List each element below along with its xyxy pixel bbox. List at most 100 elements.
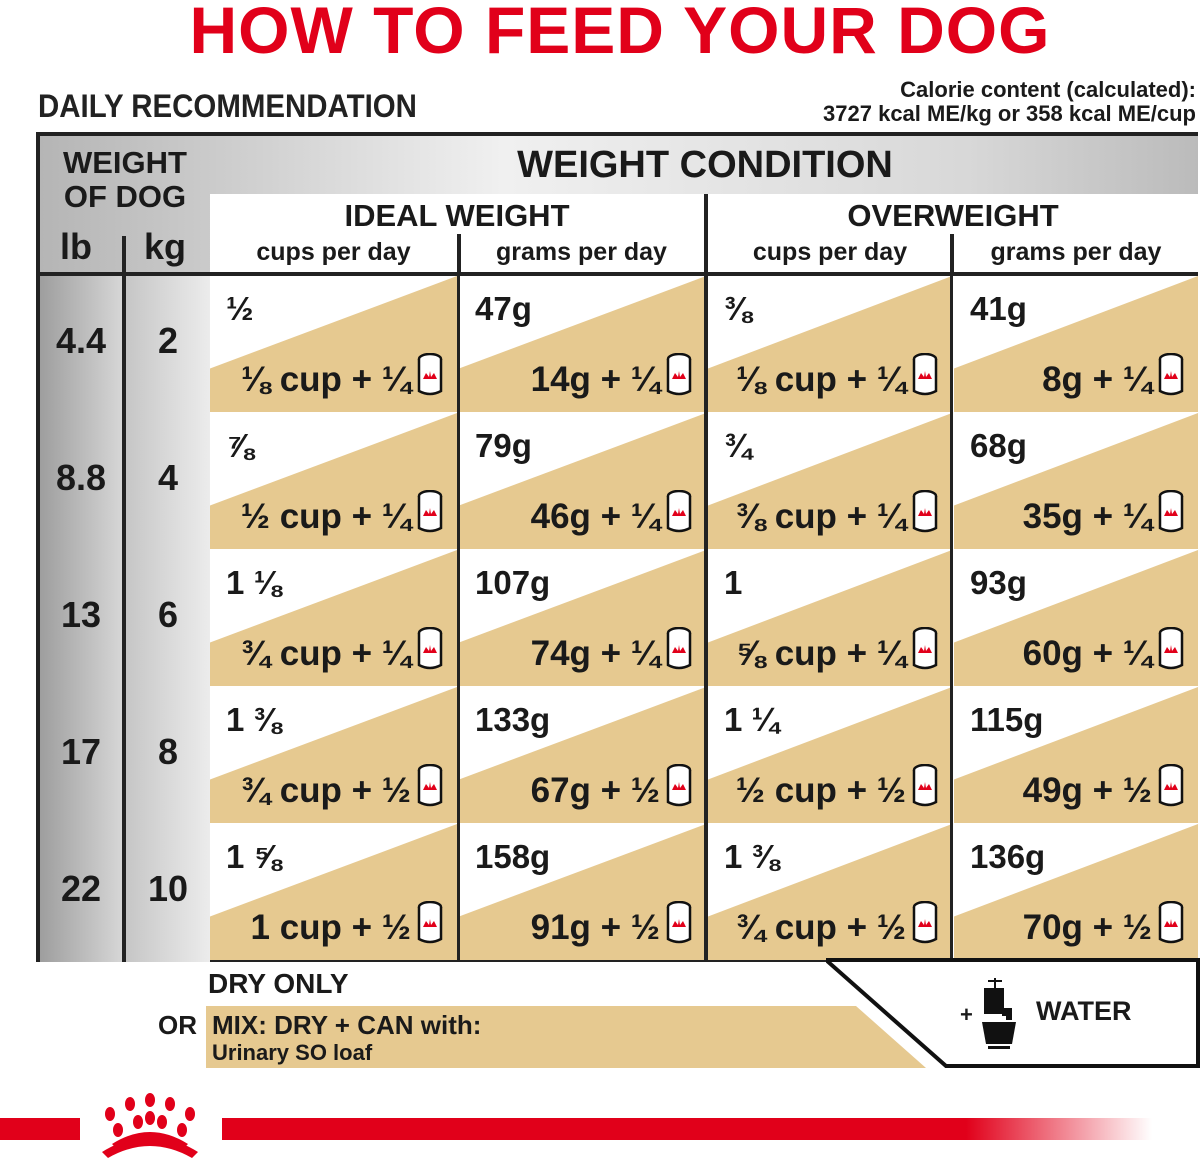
cups-per-day-label: cups per day (752, 238, 908, 266)
weight-kg: 8 (157, 731, 179, 772)
dry-only-amount: 1 ⅜ (724, 838, 780, 875)
table-cell: 1 ¼ ½ cup + ½ (708, 687, 952, 823)
table-cell: 79g 46g + ¼ (459, 413, 706, 549)
dry-only-amount: 1 ⅛ (226, 564, 282, 601)
dry-only-amount: 133g (475, 701, 551, 738)
wet-food-can-icon (1158, 900, 1184, 954)
weight-lb: 8.8 (55, 457, 107, 498)
wet-food-can-icon (417, 352, 443, 406)
mix-amount-text: ¾ cup + ¼ (240, 633, 411, 673)
wet-food-can-icon (666, 900, 692, 954)
mix-amount-text: 1 cup + ½ (250, 907, 412, 947)
table-cell: 41g 8g + ¼ (954, 276, 1198, 412)
mix-amount-text: 8g + ¼ (1042, 359, 1152, 399)
plus-label: + (960, 1002, 973, 1027)
table-cell: 133g 67g + ½ (459, 687, 706, 823)
wet-food-can-icon (912, 900, 938, 954)
mix-amount: 8g + ¼ (1042, 352, 1184, 406)
kg-column (126, 276, 210, 962)
ideal-weight-header: IDEAL WEIGHT cups per day grams per day (210, 194, 704, 274)
calorie-content: Calorie content (calculated): 3727 kcal … (823, 78, 1196, 126)
dry-only-amount: 1 ¼ (724, 701, 780, 738)
wet-food-can-icon (417, 900, 443, 954)
table-cell: 68g 35g + ¼ (954, 413, 1198, 549)
wet-food-can-icon (417, 763, 443, 817)
column-divider (704, 276, 708, 962)
column-divider (950, 276, 953, 962)
overweight-header: OVERWEIGHT cups per day grams per day (708, 194, 1198, 274)
page-title: HOW TO FEED YOUR DOG (189, 0, 1051, 67)
dry-only-amount: 115g (970, 701, 1044, 738)
kg-header: kg (144, 226, 187, 267)
weight-kg: 2 (157, 320, 179, 361)
grams-per-day-label: grams per day (990, 238, 1162, 266)
mix-amount-text: ½ cup + ½ (735, 770, 906, 810)
lb-header: lb (60, 226, 92, 267)
weight-condition-header: WEIGHT CONDITION (517, 144, 893, 186)
mix-amount: ¾ cup + ¼ (240, 626, 443, 680)
wet-food-can-icon (1158, 489, 1184, 543)
dry-only-amount: 136g (970, 838, 1046, 875)
mix-amount-text: ¾ cup + ½ (240, 770, 411, 810)
dry-only-amount: 107g (475, 564, 551, 601)
mix-amount: ½ cup + ½ (735, 763, 938, 817)
mix-amount-text: ½ cup + ¼ (240, 496, 411, 536)
table-cell: 1 ⅛ ¾ cup + ¼ (210, 550, 457, 686)
mix-amount-text: ⅝ cup + ¼ (735, 633, 906, 673)
mix-amount-text: 14g + ¼ (530, 359, 660, 399)
mix-amount-text: 67g + ½ (530, 770, 660, 810)
weight-lb: 4.4 (55, 320, 107, 361)
dry-only-amount: 41g (970, 290, 1027, 327)
mix-amount: 67g + ½ (530, 763, 692, 817)
weight-lb: 13 (60, 594, 102, 635)
wet-food-can-icon (417, 626, 443, 680)
wet-food-can-icon (912, 626, 938, 680)
weight-lb: 22 (60, 868, 102, 909)
wet-food-can-icon (666, 352, 692, 406)
table-cell: ¾ ⅜ cup + ¼ (708, 413, 952, 549)
mix-amount: 1 cup + ½ (250, 900, 444, 954)
mix-band (206, 1006, 926, 1068)
mix-amount: 35g + ¼ (1023, 489, 1184, 543)
brand-stripe (0, 1118, 80, 1140)
mix-amount-text: ⅛ cup + ¼ (735, 359, 906, 399)
mix-amount-text: ¾ cup + ½ (735, 907, 906, 947)
mix-amount: ½ cup + ¼ (240, 489, 443, 543)
water-label: WATER (1036, 996, 1132, 1026)
dry-only-amount: 158g (475, 838, 551, 875)
dry-only-amount: ¾ (724, 427, 752, 464)
dry-only-label: DRY ONLY (208, 968, 349, 999)
daily-recommendation-label: DAILY RECOMMENDATION (38, 88, 417, 124)
wet-food-can-icon (912, 763, 938, 817)
header-divider (40, 272, 1198, 276)
mix-amount-text: 74g + ¼ (530, 633, 660, 673)
header-text: WEIGHT (63, 145, 187, 180)
mix-amount: 91g + ½ (531, 900, 692, 954)
mix-amount: 46g + ¼ (531, 489, 692, 543)
table-cell: 115g 49g + ½ (954, 687, 1198, 823)
mix-amount: ¾ cup + ½ (735, 900, 938, 954)
brand-stripe (222, 1118, 1152, 1140)
mix-amount: 14g + ¼ (530, 352, 692, 406)
table-cell: ⅞ ½ cup + ¼ (210, 413, 457, 549)
mix-amount: 74g + ¼ (530, 626, 692, 680)
calorie-line-1: Calorie content (calculated): (900, 77, 1196, 102)
mix-amount: ⅛ cup + ¼ (735, 352, 938, 406)
wet-food-can-icon (1158, 763, 1184, 817)
calorie-line-2: 3727 kcal ME/kg or 358 kcal ME/cup (823, 101, 1196, 126)
header-text: OF DOG (63, 179, 187, 214)
table-cell: 107g 74g + ¼ (459, 550, 706, 686)
water-tap-bowl-icon (982, 978, 1016, 1049)
divider (122, 276, 126, 962)
table-cell: 1 ⅝ 1 cup + ½ (210, 824, 457, 960)
mix-amount-text: 49g + ½ (1022, 770, 1152, 810)
cups-per-day-label: cups per day (256, 238, 411, 266)
mix-amount: ¾ cup + ½ (240, 763, 443, 817)
dry-only-amount: ½ (226, 290, 254, 327)
table-cell: 158g 91g + ½ (459, 824, 706, 960)
feeding-table: WEIGHT OF DOG lb kg WEIGHT CONDITION IDEA… (36, 132, 1198, 962)
dry-only-amount: 1 (724, 564, 743, 601)
table-header: WEIGHT OF DOG lb kg WEIGHT CONDITION IDEA… (40, 136, 1198, 276)
wet-food-can-icon (1158, 626, 1184, 680)
wet-food-can-icon (666, 763, 692, 817)
